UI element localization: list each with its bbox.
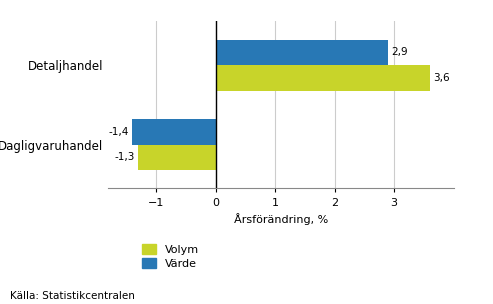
Legend: Volym, Värde: Volym, Värde	[138, 240, 203, 274]
Bar	[215, 40, 388, 65]
Text: 2,9: 2,9	[391, 47, 408, 57]
Bar	[132, 119, 215, 145]
Text: Källa: Statistikcentralen: Källa: Statistikcentralen	[10, 291, 135, 301]
Text: -1,4: -1,4	[108, 127, 129, 137]
X-axis label: Årsförändring, %: Årsförändring, %	[234, 213, 328, 225]
Bar	[215, 65, 430, 91]
Bar	[138, 145, 215, 170]
Text: -1,3: -1,3	[114, 152, 135, 162]
Text: 3,6: 3,6	[433, 73, 450, 83]
